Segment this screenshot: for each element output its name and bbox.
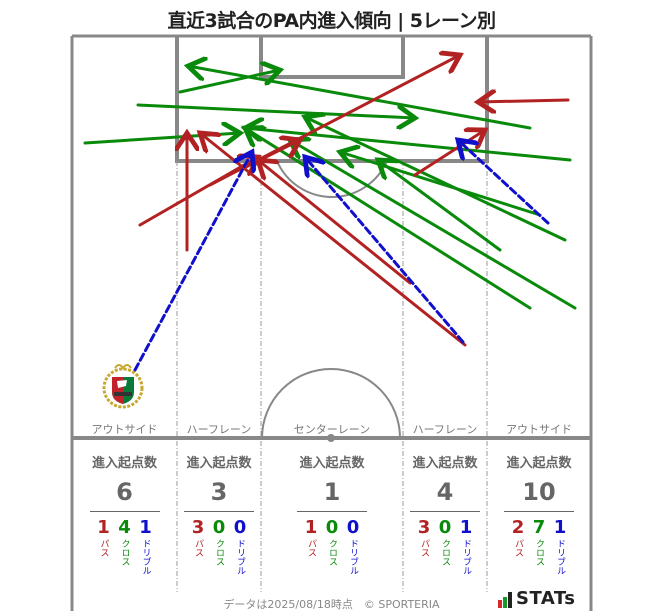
dribble-count: 1 [553,517,567,538]
entry-count-header: 進入起点数 [186,456,252,471]
cross-arrow [305,117,567,242]
pass-arrow [478,100,570,102]
lane-label-left-halfspace: ハーフレーン [186,423,252,436]
cross-label: クロス [440,539,450,566]
divider [297,511,367,512]
cross-count: 4 [118,517,131,538]
lane-label-center: センターレーン [293,423,371,436]
cross-arrow [245,128,572,162]
entry-count-header: 進入起点数 [91,456,157,471]
lane-label-right-outside: アウトサイド [506,423,572,436]
entry-count-total: 4 [436,478,454,506]
divider [89,511,160,512]
dribble-label: ドリブル [235,539,245,575]
dribble-label: ドリブル [555,539,565,575]
lane-label-left-outside: アウトサイド [91,423,158,436]
dribble-count: 0 [233,517,247,538]
cross-arrow [340,152,542,217]
pass-count: 2 [511,517,525,538]
cross-arrow [290,140,577,310]
pass-count: 1 [97,517,110,538]
cross-label: クロス [534,539,544,566]
pass-label: パス [306,539,316,557]
stats-logo: STATs [498,590,575,608]
dribble-arrow [458,140,550,225]
pass-arrows [138,55,570,347]
entry-count-total: 3 [210,478,228,506]
lane-stats-right-halfspace: 進入起点数 4 3 パス 0 クロス 1 ドリブル [403,452,487,575]
cross-count: 0 [212,517,226,538]
pass-label: パス [419,539,429,557]
cross-arrow [136,103,415,118]
pass-count: 3 [417,517,431,538]
lane-stats-left-outside: 進入起点数 6 1 パス 4 クロス 1 ドリブル [72,452,177,575]
cross-arrow [178,70,280,94]
cross-count: 0 [325,517,339,538]
pass-label: パス [193,539,203,557]
cross-arrow [378,160,502,252]
divider [504,511,574,512]
entry-count-header: 進入起点数 [506,456,572,471]
dribble-label: ドリブル [461,539,471,575]
dribble-label: ドリブル [140,539,151,575]
pass-arrow [258,160,412,285]
pass-count: 3 [191,517,205,538]
page-title: 直近3試合のPA内進入傾向 | 5レーン別 [167,10,496,32]
entry-count-total: 10 [522,478,556,506]
entry-count-total: 1 [323,478,341,506]
pass-arrow [413,130,485,177]
dribble-count: 1 [459,517,473,538]
entry-count-header: 進入起点数 [299,456,365,471]
dribble-count: 1 [139,517,152,538]
divider [410,511,480,512]
dribble-arrow [133,152,252,372]
dribble-count: 0 [346,517,360,538]
divider [184,511,254,512]
team-crest-icon [102,364,144,409]
pass-arrow [138,157,258,227]
cross-label: クロス [327,539,337,566]
cross-arrow [188,66,532,130]
entry-count-header: 進入起点数 [412,456,478,471]
dribble-label: ドリブル [348,539,358,575]
dribble-arrow [305,157,465,344]
cross-count: 7 [532,517,546,538]
lane-stats-left-halfspace: 進入起点数 3 3 パス 0 クロス 0 ドリブル [177,452,261,575]
pass-label: パス [513,539,523,557]
lane-stats-center: 進入起点数 1 1 パス 0 クロス 0 ドリブル [261,452,403,575]
lane-stats-right-outside: 進入起点数 10 2 パス 7 クロス 1 ドリブル [487,452,591,575]
cross-count: 0 [438,517,452,538]
data-timestamp-footer: データは2025/08/18時点 © SPORTERIA [223,598,440,611]
cross-label: クロス [214,539,224,566]
dribble-arrows [133,140,550,372]
pass-count: 1 [304,517,318,538]
cross-label: クロス [119,539,130,566]
entry-count-total: 6 [116,478,133,506]
brand-name: STATs [516,588,576,609]
cross-arrow [83,133,240,143]
bar-chart-icon [498,592,512,608]
lane-label-right-halfspace: ハーフレーン [412,423,478,436]
pass-label: パス [98,539,109,557]
